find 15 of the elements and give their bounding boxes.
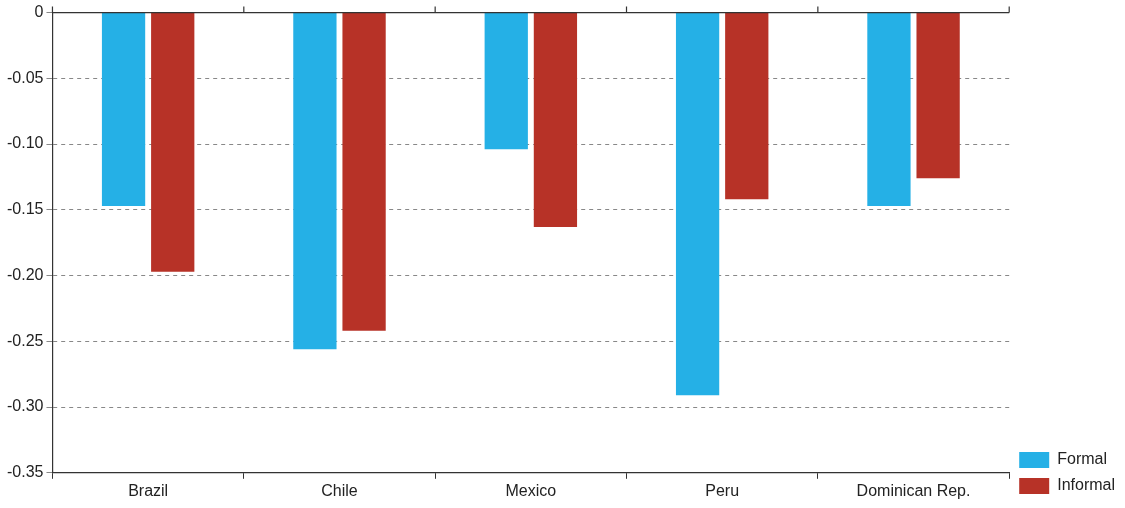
y-tick-label: -0.20 xyxy=(7,265,44,283)
y-tick-label: 0 xyxy=(34,3,44,21)
x-tick-label: Peru xyxy=(705,481,740,499)
y-tick-label: -0.15 xyxy=(7,200,44,218)
y-tick-label: -0.35 xyxy=(7,463,44,481)
y-tick-label: -0.25 xyxy=(7,331,44,349)
x-tick-label: Chile xyxy=(321,481,358,499)
x-tick-label: Mexico xyxy=(505,481,557,499)
x-tick-label: Brazil xyxy=(128,481,169,499)
x-tick-label: Dominican Rep. xyxy=(856,481,971,499)
y-tick-label: -0.30 xyxy=(7,397,44,415)
legend-label: Formal xyxy=(1057,450,1107,468)
y-tick-label: -0.10 xyxy=(7,134,44,152)
y-tick-label: -0.05 xyxy=(7,68,44,86)
legend-label: Informal xyxy=(1057,476,1115,494)
